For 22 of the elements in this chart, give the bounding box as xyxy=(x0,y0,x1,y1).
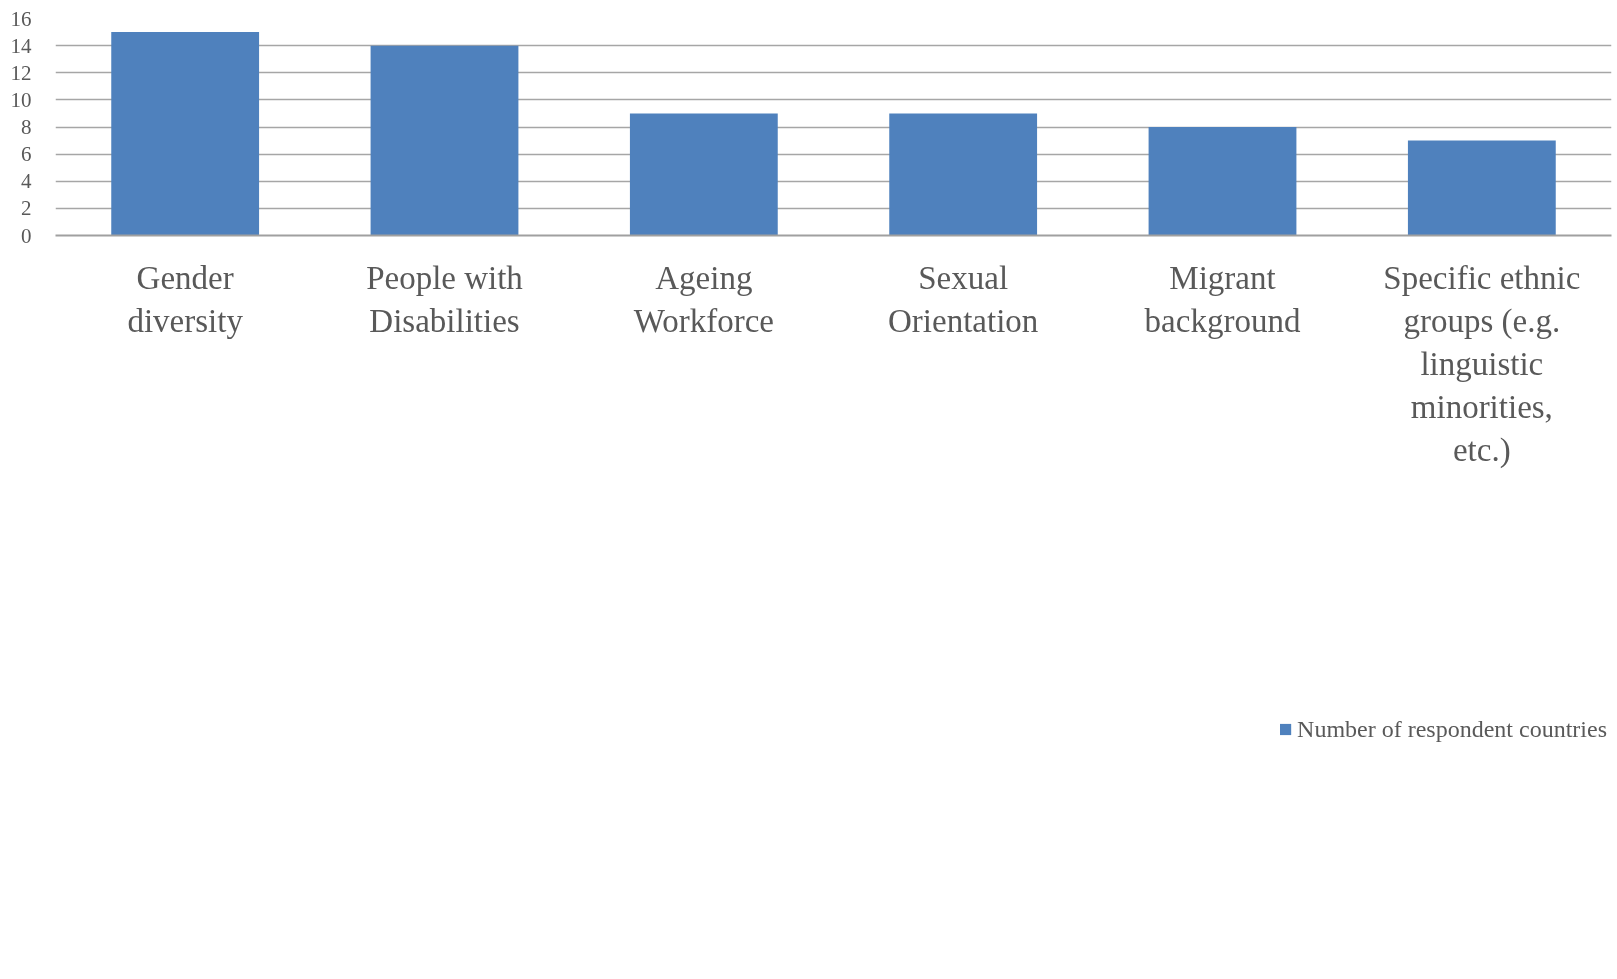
y-tick-label: 2 xyxy=(21,196,32,221)
bar xyxy=(629,113,778,236)
bar xyxy=(1148,127,1297,236)
x-tick-label: Migrant background xyxy=(1144,259,1301,339)
x-tick-label: Ageing Workforce xyxy=(633,259,774,339)
y-tick-label: 12 xyxy=(10,60,32,85)
x-tick-label: Specific ethnic groups (e.g. linguistic minorities, etc.) xyxy=(1383,259,1581,470)
y-tick-label: 6 xyxy=(21,142,32,167)
legend-label: Number of respondent countries xyxy=(1297,715,1607,743)
x-tick-label: Sexual Orientation xyxy=(888,259,1039,339)
bar xyxy=(111,32,260,236)
x-tick-label: Gender diversity xyxy=(127,259,244,339)
y-tick-label: 14 xyxy=(10,33,32,58)
x-tick-label: People with Disabilities xyxy=(366,259,524,339)
y-tick-label: 10 xyxy=(10,87,32,112)
y-tick-label: 8 xyxy=(21,115,32,139)
y-tick-label: 16 xyxy=(10,6,32,31)
y-tick-label: 0 xyxy=(21,223,32,248)
y-tick-label: 4 xyxy=(21,169,32,194)
bar xyxy=(370,45,519,236)
bar xyxy=(1407,140,1556,236)
bar xyxy=(889,113,1038,236)
